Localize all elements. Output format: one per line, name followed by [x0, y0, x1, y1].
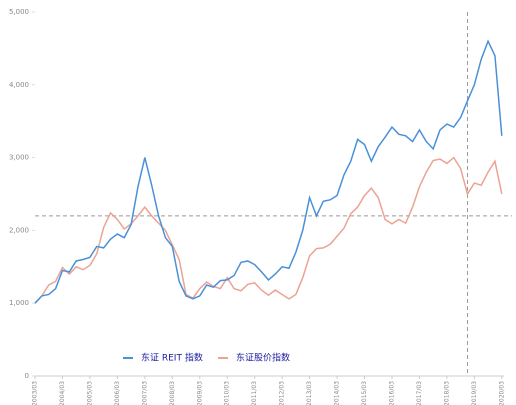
x-tick-label: 2012/03: [279, 381, 286, 405]
x-tick-label: 2005/03: [86, 381, 93, 405]
y-tick-label: 5,000: [9, 8, 29, 16]
y-tick-label: 1,000: [9, 299, 29, 307]
x-tick-label: 2011/03: [251, 381, 258, 405]
x-tick-label: 2008/03: [169, 381, 176, 405]
x-tick-label: 2019/03: [471, 381, 478, 405]
y-tick-label: 2,000: [9, 226, 29, 234]
series-line: [34, 156, 503, 304]
x-tick-label: 2015/03: [361, 381, 368, 405]
x-tick-label: 2003/03: [32, 381, 39, 405]
series-line: [34, 39, 503, 304]
x-tick-label: 2009/03: [196, 381, 203, 405]
x-tick-label: 2013/03: [306, 381, 313, 405]
y-tick-label: 4,000: [9, 81, 29, 89]
y-tick-label: 0: [25, 372, 29, 380]
legend-label: 东证股价指数: [236, 352, 290, 364]
x-tick-label: 2018/03: [443, 381, 450, 405]
x-tick-label: 2016/03: [388, 381, 395, 405]
x-tick-label: 2020/03: [498, 381, 505, 405]
x-tick-label: 2007/03: [141, 381, 148, 405]
legend-label: 东证 REIT 指数: [141, 352, 203, 364]
x-tick-label: 2004/03: [59, 381, 66, 405]
x-tick-label: 2010/03: [224, 381, 231, 405]
x-tick-label: 2006/03: [114, 381, 121, 405]
x-tick-label: 2014/03: [334, 381, 341, 405]
x-tick-label: 2017/03: [416, 381, 423, 405]
y-tick-label: 3,000: [9, 154, 29, 162]
